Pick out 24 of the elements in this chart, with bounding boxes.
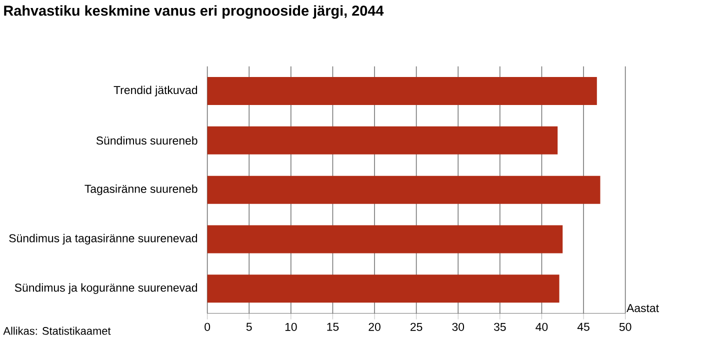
x-tick-label: 50 [619,322,632,331]
x-tick-label: 5 [246,322,252,331]
x-tick-label: 0 [204,322,210,331]
y-tick-label: Sündimus suureneb [96,136,198,145]
x-tick-label: 15 [327,322,339,331]
x-tick-label: 25 [410,322,422,331]
x-tick-label: 20 [368,322,380,331]
y-tick-label: Sündimus ja koguränne suurenevad [14,283,198,294]
text: Allikas: Statistikaamet [3,326,111,335]
x-tick-label: 45 [577,322,590,331]
y-tick-label: Tagasiränne suureneb [84,184,198,196]
bar [207,274,560,303]
y-tick-label: Sündimus ja tagasiränne suurenevad [9,234,198,245]
x-tick-label: 30 [452,322,464,331]
y-tick-label: Trendid jätkuvad [114,86,198,96]
x-tick-label: 10 [285,322,297,331]
chart-title: Rahvastiku keskmine vanus eri prognooside järgi, 2044 [4,5,384,19]
x-tick-label: 40 [536,322,548,331]
x-axis-title: Aastat [626,304,659,312]
x-tick-label: 35 [494,322,506,331]
bar [207,126,558,154]
bar [207,77,597,106]
bar [207,225,563,254]
bar [207,176,600,204]
